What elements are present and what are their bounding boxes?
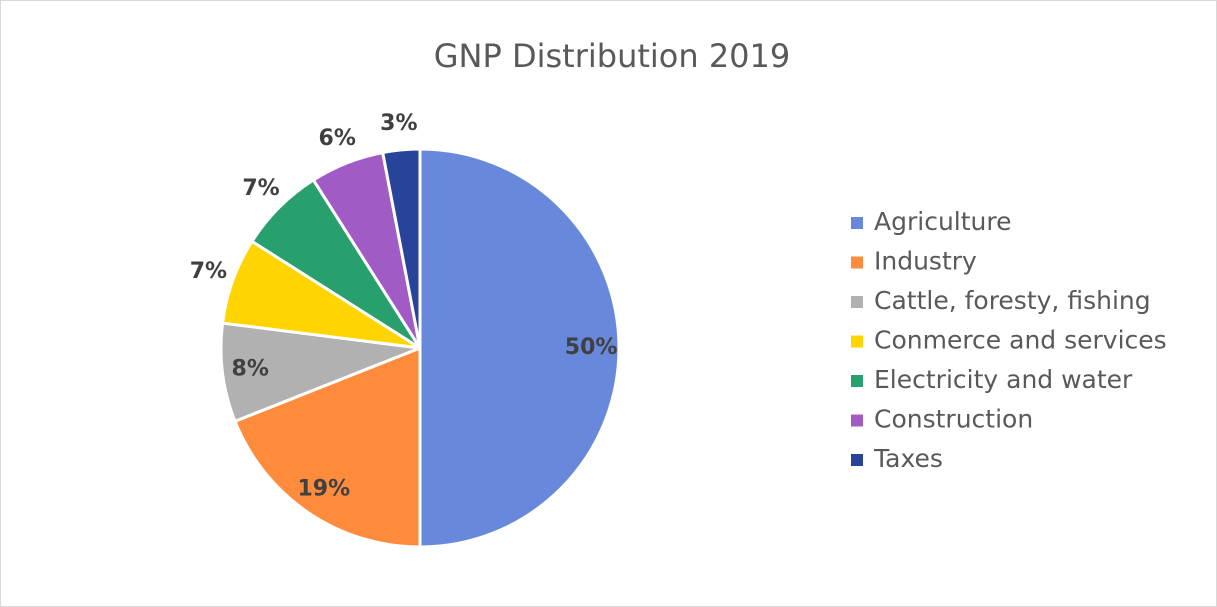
data-label: 3%	[380, 111, 417, 136]
data-label: 8%	[232, 356, 269, 381]
legend-swatch	[851, 217, 863, 229]
pie-slice	[418, 147, 621, 549]
legend-label: Agriculture	[874, 207, 1012, 236]
legend-swatch	[851, 454, 863, 466]
legend-swatch	[851, 256, 863, 269]
legend-swatch	[851, 414, 863, 427]
legend-label: Industry	[874, 247, 977, 276]
chart-title: GNP Distribution 2019	[434, 37, 791, 75]
data-label: 7%	[190, 259, 227, 284]
legend-label: Taxes	[873, 444, 943, 473]
data-label: 6%	[319, 126, 356, 151]
legend-label: Construction	[874, 405, 1033, 434]
data-label: 19%	[297, 477, 350, 502]
pie-slice	[233, 345, 422, 549]
data-label: 50%	[565, 335, 618, 360]
data-label: 7%	[242, 176, 279, 201]
legend-label: Cattle, foresty, fishing	[874, 286, 1151, 315]
legend-label: Conmerce and services	[874, 326, 1167, 355]
legend-swatch	[851, 335, 863, 348]
pie-slice	[380, 147, 422, 349]
legend-label: Electricity and water	[874, 365, 1133, 394]
legend-swatch	[851, 375, 863, 387]
legend-swatch	[851, 296, 863, 308]
pie-slice	[219, 321, 421, 424]
